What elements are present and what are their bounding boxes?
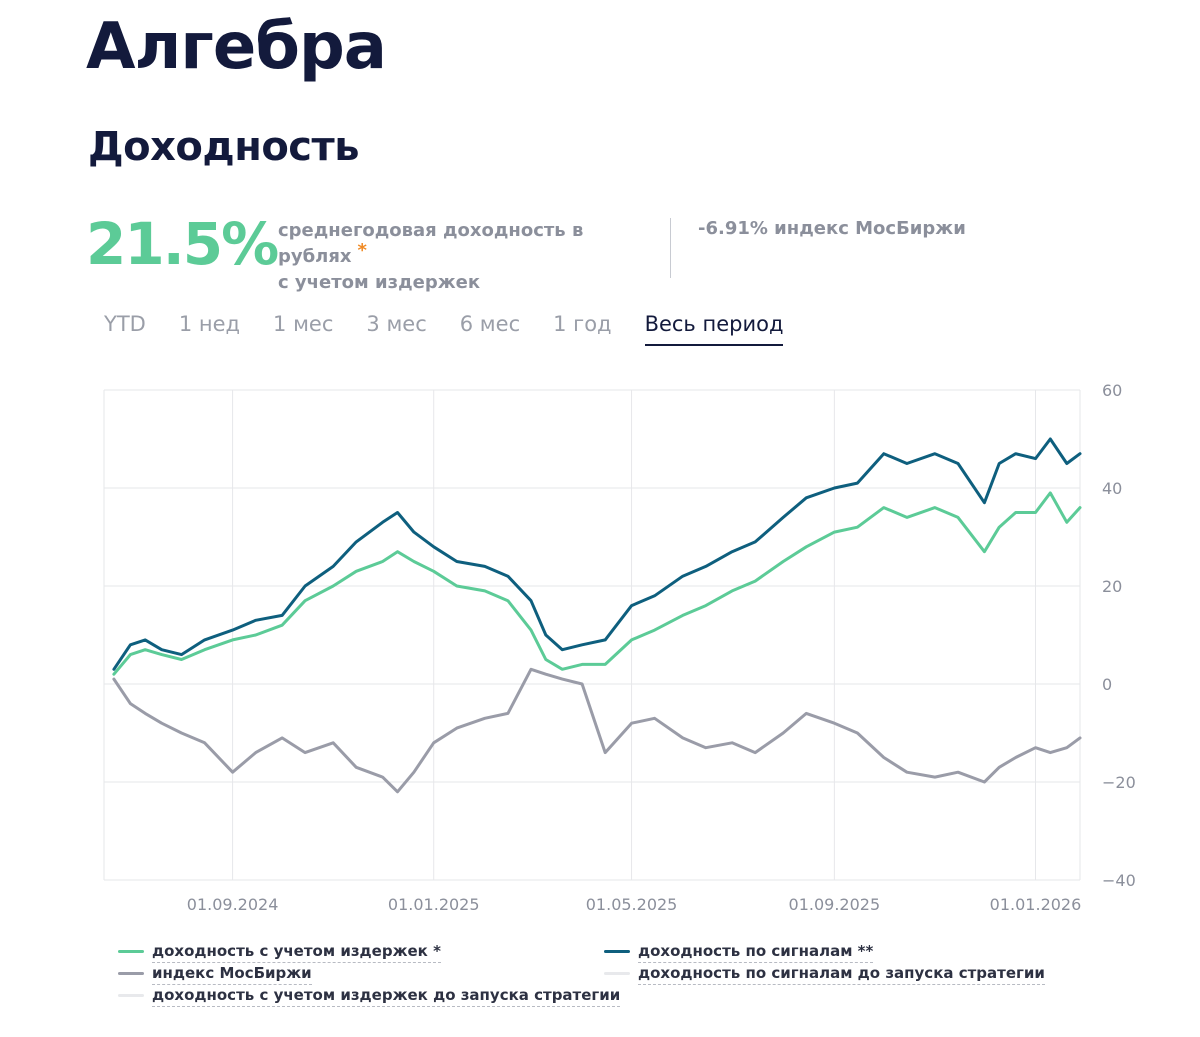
tab-6-months[interactable]: 6 мес: [459, 312, 521, 336]
annual-yield-description: среднегодовая доходность в рублях * с уче…: [278, 218, 638, 296]
tab-1-year[interactable]: 1 год: [553, 312, 612, 336]
page-title: Алгебра: [86, 10, 387, 84]
y-tick-label: 60: [1102, 381, 1122, 400]
y-tick-label: 0: [1102, 675, 1112, 694]
y-tick-label: −20: [1102, 773, 1136, 792]
y-tick-label: 20: [1102, 577, 1122, 596]
legend-label-signals-prelaunch: доходность по сигналам до запуска страте…: [638, 964, 1045, 985]
tab-all-period[interactable]: Весь период: [644, 312, 784, 346]
y-tick-label: −40: [1102, 871, 1136, 890]
legend-swatch-signals-prelaunch: [604, 972, 630, 975]
performance-chart: 60 40 20 0 −20 −40 01.09.2024 01.01.2025 01.05.2…: [103, 381, 1136, 914]
x-tick-label: 01.01.2026: [990, 895, 1082, 914]
legend-label-net-prelaunch: доходность с учетом издержек до запуска …: [152, 986, 621, 1007]
section-title: Доходность: [88, 124, 360, 170]
tab-ytd[interactable]: YTD: [104, 312, 146, 336]
legend-item-moex[interactable]: индекс МосБиржи: [118, 964, 312, 985]
legend-item-signals[interactable]: доходность по сигналам **: [604, 942, 874, 963]
tab-3-months[interactable]: 3 мес: [366, 312, 427, 336]
x-tick-label: 01.09.2025: [789, 895, 881, 914]
yield-desc-line2: с учетом издержек: [278, 272, 481, 293]
legend-label-net: доходность с учетом издержек *: [152, 942, 441, 963]
y-tick-label: 40: [1102, 479, 1122, 498]
legend-item-net[interactable]: доходность с учетом издержек *: [118, 942, 441, 963]
series-line-moex: [112, 667, 1082, 794]
x-tick-label: 01.09.2024: [187, 895, 279, 914]
footnote-asterisk[interactable]: *: [357, 240, 367, 261]
period-tabs: YTD 1 нед 1 мес 3 мес 6 мес 1 год Весь п…: [104, 312, 816, 346]
legend-item-net-prelaunch[interactable]: доходность с учетом издержек до запуска …: [118, 986, 621, 1007]
legend-swatch-net: [118, 950, 144, 953]
legend-swatch-moex: [118, 972, 144, 975]
x-tick-label: 01.05.2025: [586, 895, 678, 914]
annual-yield-value: 21.5%: [86, 210, 279, 278]
legend-label-signals: доходность по сигналам **: [638, 942, 874, 963]
x-tick-label: 01.01.2025: [388, 895, 480, 914]
tab-1-month[interactable]: 1 мес: [273, 312, 334, 336]
series-line-net: [112, 491, 1082, 676]
summary-divider: [670, 218, 671, 278]
legend-item-signals-prelaunch[interactable]: доходность по сигналам до запуска страте…: [604, 964, 1045, 985]
legend-swatch-signals: [604, 950, 630, 953]
legend-swatch-net-prelaunch: [118, 994, 144, 997]
yield-desc-line1: среднегодовая доходность в рублях: [278, 220, 584, 267]
moex-index-note: -6.91% индекс МосБиржи: [698, 218, 966, 239]
tab-1-week[interactable]: 1 нед: [178, 312, 241, 336]
legend-label-moex: индекс МосБиржи: [152, 964, 312, 985]
